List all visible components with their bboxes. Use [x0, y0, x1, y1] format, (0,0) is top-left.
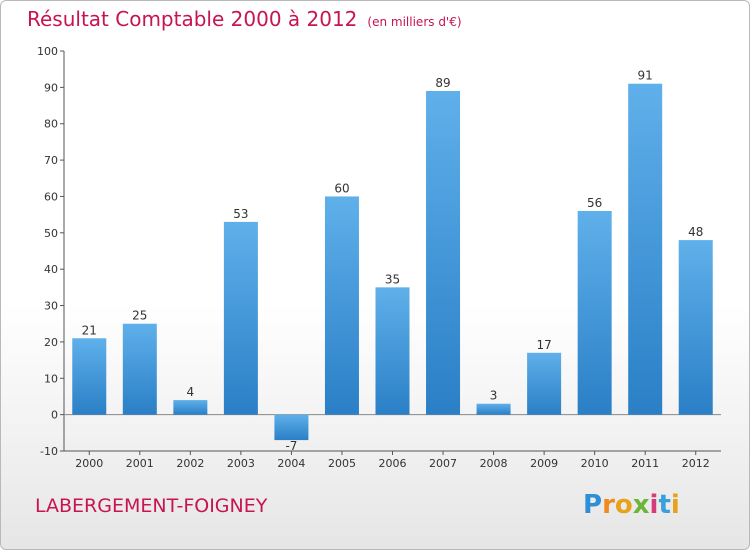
y-tick-label: 10	[44, 372, 58, 385]
chart-subtitle: (en milliers d'€)	[367, 15, 462, 29]
data-label: 4	[187, 385, 195, 399]
y-tick-label: 20	[44, 336, 58, 349]
bar	[72, 338, 107, 415]
x-tick-label: 2005	[328, 457, 356, 470]
x-tick-label: 2001	[126, 457, 154, 470]
data-label: 89	[435, 76, 450, 90]
bar	[527, 352, 562, 415]
data-label: 91	[638, 69, 653, 83]
data-label: 60	[334, 181, 349, 195]
y-tick-label: 50	[44, 227, 58, 240]
x-tick-label: 2011	[631, 457, 659, 470]
y-tick-label: 0	[51, 409, 58, 422]
bar	[122, 323, 157, 415]
data-label: 35	[385, 272, 400, 286]
y-tick-label: 60	[44, 190, 58, 203]
bar	[375, 287, 410, 415]
x-tick-label: 2002	[176, 457, 204, 470]
logo-letter: x	[632, 490, 650, 520]
commune-name: LABERGEMENT-FOIGNEY	[35, 495, 268, 517]
data-label: 3	[490, 389, 498, 403]
bar	[223, 221, 258, 415]
logo-letter: t	[658, 490, 671, 520]
logo-letter: o	[614, 490, 633, 520]
chart-axes: -10 0 10 20 30 40 50 60 70 80 90 100	[37, 45, 721, 458]
x-tick-label: 2007	[429, 457, 457, 470]
y-tick-label: -10	[40, 445, 58, 458]
bar	[628, 83, 663, 415]
data-label: 53	[233, 207, 248, 221]
bar	[577, 211, 612, 415]
x-tick-label: 2006	[379, 457, 407, 470]
x-tick-label: 2009	[530, 457, 558, 470]
logo-letter: i	[649, 490, 659, 520]
chart-title-text: Résultat Comptable 2000 à 2012	[27, 7, 358, 31]
y-tick-label: 40	[44, 263, 58, 276]
logo-letter: i	[670, 490, 680, 520]
data-label: 21	[82, 323, 97, 337]
data-label: 17	[536, 338, 551, 352]
x-tick-label: 2004	[277, 457, 305, 470]
chart-title: Résultat Comptable 2000 à 2012 (en millie…	[27, 7, 462, 31]
x-tick-label: 2000	[75, 457, 103, 470]
bar	[476, 403, 511, 415]
y-tick-label: 80	[44, 118, 58, 131]
bar	[173, 400, 208, 415]
chart-labels: 2000 21 2001 25 2002 4 2003 53 2004 -7 2005 60 2006 3…	[75, 69, 709, 470]
x-tick-label: 2012	[682, 457, 710, 470]
y-tick-label: 90	[44, 81, 58, 94]
x-tick-label: 2010	[581, 457, 609, 470]
proxiti-logo: Proxiti	[583, 490, 680, 520]
logo-letter: P	[583, 490, 603, 520]
bar	[678, 240, 713, 415]
bar	[324, 196, 359, 415]
bar	[426, 91, 461, 415]
x-tick-label: 2003	[227, 457, 255, 470]
y-tick-label: 30	[44, 300, 58, 313]
logo-letter: r	[602, 490, 615, 520]
bar	[274, 414, 309, 441]
y-tick-label: 100	[37, 45, 58, 58]
y-tick-label: 70	[44, 154, 58, 167]
data-label: 56	[587, 196, 602, 210]
data-label: -7	[285, 439, 297, 453]
data-label: 25	[132, 309, 147, 323]
data-label: 48	[688, 225, 703, 239]
chart-bars	[72, 83, 713, 441]
x-tick-label: 2008	[480, 457, 508, 470]
